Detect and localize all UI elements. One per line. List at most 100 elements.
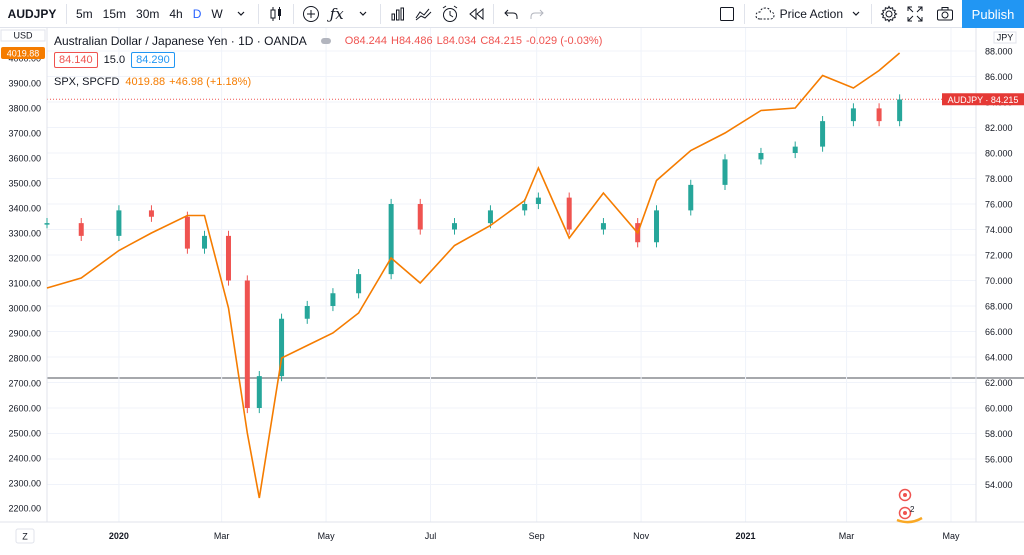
right-axis-tick: 58.000 (985, 429, 1013, 439)
symbol-search-button[interactable]: AUDJPY (7, 6, 57, 21)
divider (292, 3, 294, 24)
indicator-template-label: Price Action (779, 7, 843, 21)
chevron-down-icon[interactable] (228, 0, 254, 28)
right-axis-tick: 66.000 (985, 327, 1013, 337)
time-axis-tick: Mar (839, 531, 855, 541)
replay-icon[interactable] (463, 0, 489, 28)
timeframe-30m[interactable]: 30m (136, 6, 160, 21)
main-series-legend[interactable]: Australian Dollar / Japanese Yen · 1D · … (54, 34, 602, 48)
change-value: -0.029 (-0.03%) (525, 35, 603, 47)
time-axis-tick: Sep (529, 531, 545, 541)
right-axis-tick: 88.000 (985, 47, 1013, 57)
left-axis-tick: 2300.00 (8, 479, 41, 489)
bar-chart-icon[interactable] (385, 0, 411, 28)
left-price-axis[interactable]: 4100.004000.003900.003800.003700.003600.… (0, 28, 48, 550)
timeframe-w[interactable]: W (211, 6, 223, 21)
candle-body (876, 108, 882, 122)
event-marker-icon (898, 488, 912, 502)
undo-icon[interactable] (498, 0, 524, 28)
spx-polyline (46, 52, 901, 499)
currency-badge-left (0, 29, 46, 42)
spread-value: 15.0 (103, 54, 126, 66)
left-axis-bg (0, 28, 47, 550)
gear-icon[interactable] (876, 0, 902, 28)
timeframe-d[interactable]: D (192, 6, 202, 21)
left-axis-tick: 3500.00 (8, 179, 41, 189)
candle-body (330, 293, 336, 306)
left-axis-tick: 3400.00 (8, 204, 41, 214)
right-axis-tick: 64.000 (985, 353, 1013, 363)
right-price-axis[interactable]: 88.00086.00084.00082.00080.00078.00076.0… (942, 28, 1024, 522)
left-axis-tick: 3700.00 (8, 129, 41, 139)
chart-area[interactable]: 4100.004000.003900.003800.003700.003600.… (0, 28, 1024, 550)
compare-series-name: SPX, SPCFD (54, 76, 120, 88)
alert-clock-icon[interactable] (437, 0, 463, 28)
left-axis-tick: 2200.00 (8, 504, 41, 514)
candle-body (820, 121, 826, 147)
timeframe-15m[interactable]: 15m (102, 6, 127, 21)
candle-body (535, 197, 541, 204)
right-axis-tick: 80.000 (985, 149, 1013, 159)
candle-body (225, 235, 231, 281)
event-marker-icon (898, 506, 912, 520)
right-axis-tick: 82.000 (985, 123, 1013, 133)
event-marker-dot (903, 493, 907, 497)
left-axis-tick: 2400.00 (8, 454, 41, 464)
candle-body (522, 204, 528, 211)
event-count-label: 2 (910, 505, 915, 514)
cloud-icon (755, 7, 775, 20)
right-axis-tick: 68.000 (985, 302, 1013, 312)
left-axis-tick: 2800.00 (8, 354, 41, 364)
candle-body (148, 210, 154, 217)
redo-icon[interactable] (524, 0, 550, 28)
divider (66, 3, 67, 24)
candle-body (244, 280, 250, 408)
compare-series-legend[interactable]: SPX, SPCFD 4019.88 +46.98 (+1.18%) (54, 75, 602, 89)
divider (871, 4, 872, 24)
time-axis-tick: Jul (425, 531, 437, 541)
eye-icon[interactable] (320, 38, 331, 44)
layout-icon[interactable] (714, 0, 740, 28)
right-axis-tick: 62.000 (985, 378, 1013, 388)
candle-body (758, 153, 764, 160)
last-price-badge (942, 93, 1024, 106)
left-axis-tick: 3300.00 (8, 229, 41, 239)
sell-price-button[interactable]: 84.140 (54, 52, 98, 68)
right-axis-tick: 60.000 (985, 404, 1013, 414)
right-axis-tick: 70.000 (985, 276, 1013, 286)
buy-price-button[interactable]: 84.290 (131, 52, 175, 68)
compare-icon[interactable] (411, 0, 437, 28)
timeframe-4h[interactable]: 4h (169, 6, 183, 21)
chevron-down-icon[interactable] (350, 0, 376, 28)
audjpy-candles (44, 94, 903, 414)
fullscreen-icon[interactable] (902, 0, 928, 28)
chevron-down-icon (852, 11, 860, 16)
top-toolbar: AUDJPY 5m 15m 30m 4h D W ƒx (0, 0, 1024, 28)
compare-series-value: 4019.88 (125, 76, 166, 88)
candle-body (304, 306, 310, 319)
last-price-label: AUDJPY · 84.215 (948, 95, 1019, 105)
left-axis-tick: 3800.00 (8, 104, 41, 114)
left-axis-tick: 2500.00 (8, 429, 41, 439)
candle-body (116, 210, 122, 236)
function-icon[interactable]: ƒx (329, 4, 344, 23)
grid (0, 28, 1024, 522)
candle-body (356, 274, 362, 294)
add-indicator-icon[interactable] (298, 0, 324, 28)
low-value: L84.034 (436, 35, 477, 47)
time-axis[interactable]: 2020 Mar May Jul Sep Nov 2021 Mar May Z (0, 521, 1024, 544)
time-axis-tick: May (942, 531, 960, 541)
candle-body (78, 223, 84, 236)
time-axis-tick: May (318, 531, 336, 541)
divider (492, 3, 494, 24)
candle-body (279, 318, 285, 377)
camera-icon[interactable] (928, 0, 962, 28)
price-chart[interactable]: 4100.004000.003900.003800.003700.003600.… (0, 28, 1024, 550)
compare-series-change: +46.98 (+1.18%) (169, 76, 252, 88)
candles-icon[interactable] (263, 0, 289, 28)
right-axis-tick: 74.000 (985, 225, 1013, 235)
indicator-template-button[interactable]: Price Action (749, 0, 867, 28)
timeframe-5m[interactable]: 5m (76, 6, 93, 21)
right-axis-tick: 56.000 (985, 455, 1013, 465)
publish-button[interactable]: Publish (962, 0, 1024, 28)
